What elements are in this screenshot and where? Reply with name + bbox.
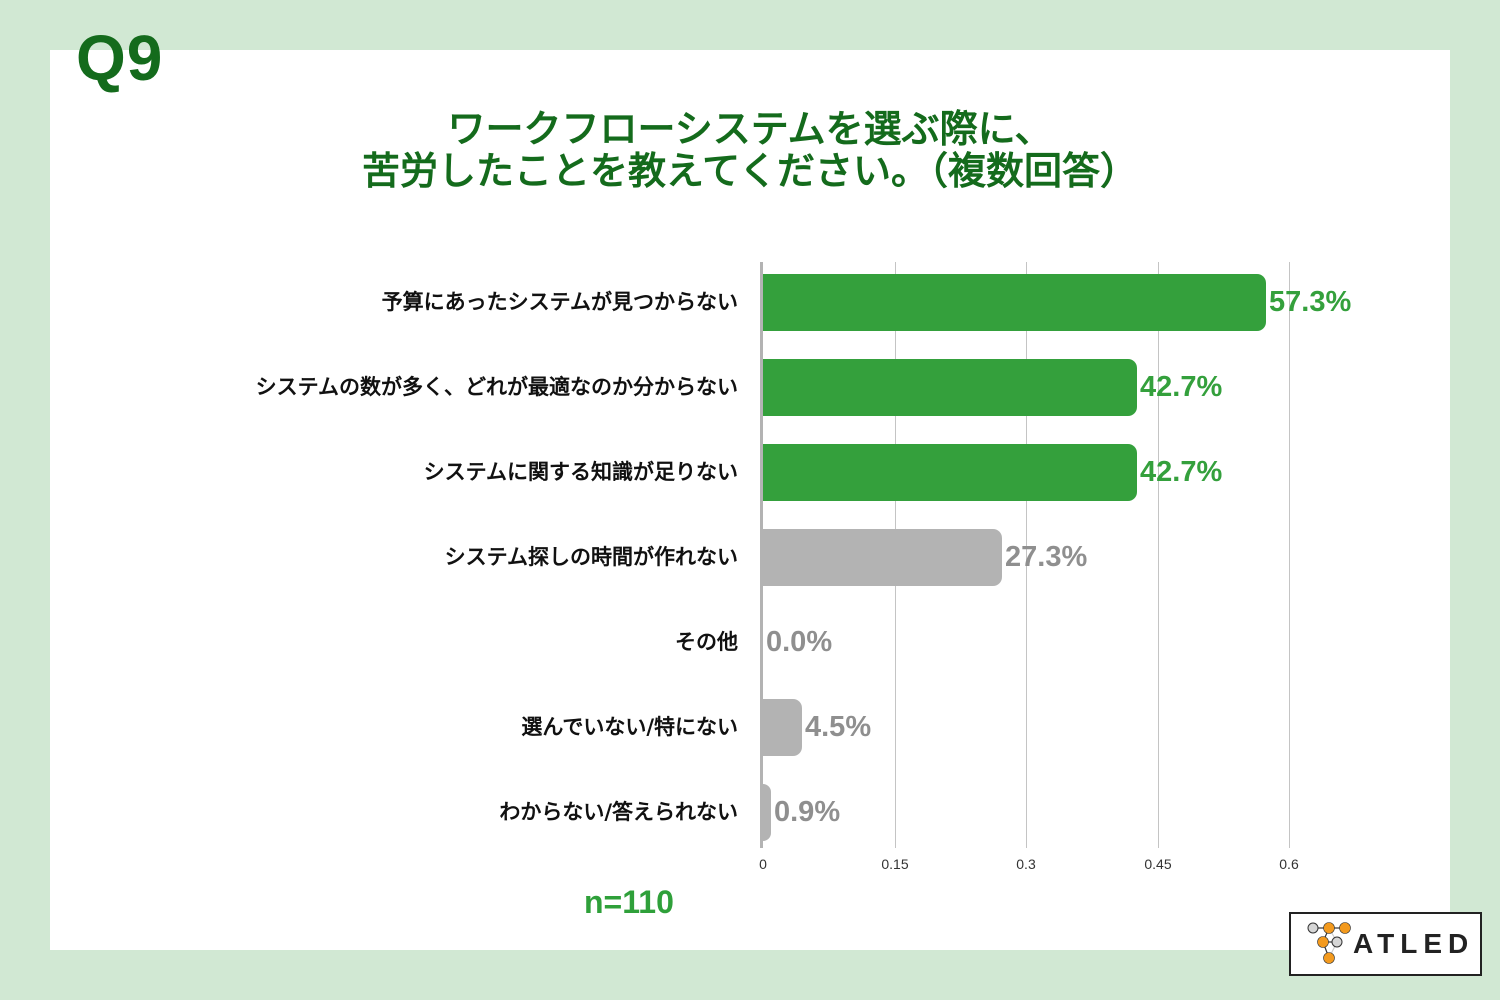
y-axis-line [760, 262, 763, 848]
category-label: その他 [675, 630, 738, 654]
category-label: システム探しの時間が作れない [444, 545, 738, 569]
x-tick-label: 0.6 [1279, 856, 1299, 872]
value-label: 57.3% [1269, 286, 1352, 318]
logo-text: ATLED [1353, 928, 1475, 959]
category-label: 予算にあったシステムが見つからない [381, 290, 738, 314]
x-axis-ticks: 0 0.15 0.3 0.45 0.6 [759, 856, 1383, 876]
chart-panel [50, 50, 1450, 950]
x-tick-label: 0 [759, 856, 767, 872]
bar-row: 予算にあったシステムが見つからない 57.3% [382, 274, 1500, 331]
value-label: 4.5% [805, 711, 872, 743]
bar [763, 444, 1137, 501]
value-label: 42.7% [1140, 456, 1223, 488]
gridline [1026, 262, 1027, 848]
bar [763, 359, 1137, 416]
title-line-1: ワークフローシステムを選ぶ際に、 [447, 107, 1053, 151]
question-number: Q9 [76, 22, 164, 94]
x-tick-label: 0.15 [881, 856, 909, 872]
category-label: システムに関する知識が足りない [423, 460, 738, 484]
value-label: 0.9% [774, 796, 841, 828]
bar [763, 784, 771, 841]
bar [763, 699, 802, 756]
category-label: わからない/答えられない [499, 800, 738, 824]
sample-size: n=110 [584, 884, 674, 920]
gridline [1158, 262, 1159, 848]
category-label: システムの数が多く、どれが最適なのか分からない [255, 375, 738, 399]
bar-row: システム探しの時間が作れない 27.3% [445, 529, 1500, 586]
x-tick-label: 0.3 [1016, 856, 1036, 872]
value-label: 0.0% [766, 626, 833, 658]
bar-row: その他 0.0% [675, 614, 1500, 671]
value-label: 42.7% [1140, 371, 1223, 403]
bar [763, 529, 1002, 586]
title-line-2: 苦労したことを教えてください。（複数回答） [362, 149, 1138, 193]
gridline [1289, 262, 1290, 848]
plot-area: 予算にあったシステムが見つからない 57.3% システムの数が多く、どれが最適なのか… [256, 262, 1383, 848]
atled-logo: ATLED [1289, 912, 1482, 976]
bar-row: わからない/答えられない 0.9% [499, 784, 1500, 841]
chart-title: ワークフローシステムを選ぶ際に、 苦労したことを教えてください。（複数回答） [0, 108, 1500, 192]
category-label: 選んでいない/特にない [521, 715, 738, 739]
bar-row: 選んでいない/特にない 4.5% [521, 699, 1500, 756]
bar [763, 274, 1266, 331]
bar-row: システムに関する知識が足りない 42.7% [424, 444, 1500, 501]
x-tick-label: 0.45 [1144, 856, 1172, 872]
bar-row: システムの数が多く、どれが最適なのか分からない 42.7% [256, 359, 1500, 416]
atled-node-logo-icon [1307, 922, 1351, 964]
value-label: 27.3% [1005, 541, 1088, 573]
